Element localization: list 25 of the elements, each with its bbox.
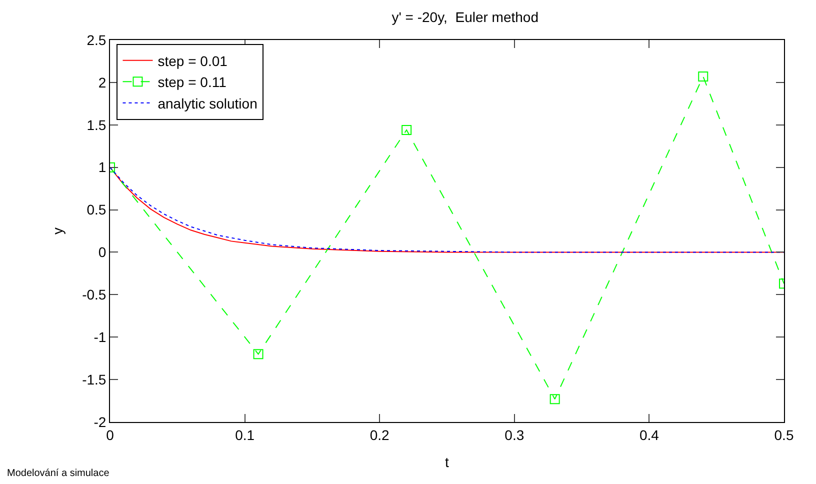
y-tick-label: -0.5 <box>82 286 106 303</box>
y-tick-label: 0.5 <box>86 202 106 218</box>
legend-label: analytic solution <box>158 95 258 112</box>
x-tick-label: 0.4 <box>639 426 660 443</box>
x-tick-label: 0.3 <box>504 426 524 443</box>
x-tick-label: 0.5 <box>774 426 794 443</box>
y-tick-label: 1 <box>98 159 106 176</box>
y-tick-label: 0 <box>98 244 106 260</box>
legend-label: step = 0.11 <box>158 74 227 90</box>
y-tick-label: -2 <box>94 414 106 430</box>
point <box>253 349 264 360</box>
point <box>402 124 412 135</box>
x-axis-title: t <box>445 454 450 470</box>
y-tick-label: 2 <box>98 74 106 90</box>
y-tick-label: 2.5 <box>86 32 106 48</box>
x-tick-label: 0.2 <box>370 426 390 443</box>
chart-title: y' = -20y, Euler method <box>392 8 539 25</box>
y-tick-label: -1.5 <box>82 371 106 388</box>
text: Modelování a simulace <box>7 468 110 479</box>
x-tick-label: 0.1 <box>235 426 255 443</box>
point <box>550 394 560 404</box>
y-tick-label: 1.5 <box>86 116 106 133</box>
y-tick-label: -1 <box>94 329 106 346</box>
legend-label: step = 0.01 <box>158 52 228 69</box>
y-axis-title: y <box>50 228 66 234</box>
